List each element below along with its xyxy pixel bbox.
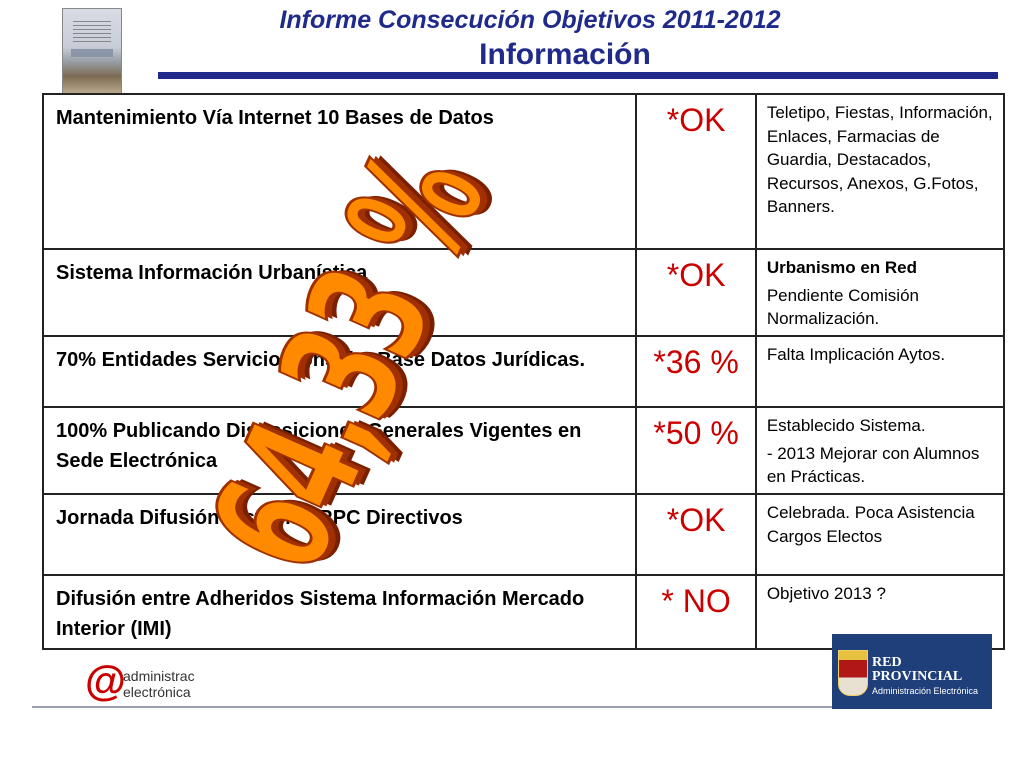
status-text: *OK — [666, 257, 726, 293]
objective-text: Sistema Información Urbanística — [56, 262, 368, 284]
notes-text: Objetivo 2013 ? — [766, 584, 886, 603]
notes-text: Falta Implicación Aytos. — [766, 345, 946, 364]
notes-cell: Falta Implicación Aytos. — [754, 335, 1006, 408]
table-row: Sistema Información Urbanística *OK Urba… — [41, 248, 1006, 337]
notes-text: Pendiente Comisión Normalización. — [766, 285, 919, 329]
title-underline — [158, 72, 998, 79]
notes-text: - 2013 Mejorar con Alumnos en Prácticas. — [766, 443, 980, 487]
report-cover-thumbnail — [62, 8, 122, 94]
table-row: 70% Entidades Servicio Consulta Base Dat… — [41, 335, 1006, 408]
status-text: *36 % — [653, 344, 739, 380]
red-provincial-logo: RED PROVINCIAL Administración Electrónic… — [832, 634, 992, 709]
status-cell: *OK — [635, 493, 757, 576]
status-cell: *36 % — [635, 335, 757, 408]
objective-cell: Mantenimiento Vía Internet 10 Bases de D… — [41, 93, 638, 250]
cover-band — [71, 49, 113, 57]
status-text: *OK — [666, 502, 726, 538]
table-row: 100% Publicando Disposiciones Generales … — [41, 406, 1006, 495]
logo-left-line1: administrac — [123, 668, 195, 684]
page-title: Informe Consecución Objetivos 2011-2012 — [279, 6, 781, 34]
objective-cell: Sistema Información Urbanística — [41, 248, 638, 337]
status-cell: * NO — [635, 574, 757, 650]
footer-divider — [32, 706, 992, 708]
notes-cell: Teletipo, Fiestas, Información, Enlaces,… — [754, 93, 1006, 250]
status-text: * NO — [661, 583, 731, 619]
notes-text: Establecido Sistema. — [766, 416, 926, 435]
logo-right-line1: RED — [872, 655, 902, 670]
status-cell: *OK — [635, 248, 757, 337]
logo-right-line2: PROVINCIAL — [872, 669, 963, 684]
objectives-table: Mantenimiento Vía Internet 10 Bases de D… — [41, 93, 1006, 650]
table-row: Difusión entre Adheridos Sistema Informa… — [41, 574, 1006, 650]
logo-left-line2: electrónica — [123, 684, 191, 700]
notes-cell: Celebrada. Poca Asistencia Cargos Electo… — [754, 493, 1006, 576]
objective-text: 70% Entidades Servicio Consulta Base Dat… — [56, 349, 586, 371]
objective-text: Mantenimiento Vía Internet 10 Bases de D… — [56, 107, 494, 129]
status-cell: *OK — [635, 93, 757, 250]
objective-cell: 100% Publicando Disposiciones Generales … — [41, 406, 638, 495]
coat-of-arms-icon — [838, 650, 868, 696]
notes-cell: Urbanismo en Red Pendiente Comisión Norm… — [754, 248, 1006, 337]
cover-text-lines — [73, 21, 111, 43]
objective-cell: 70% Entidades Servicio Consulta Base Dat… — [41, 335, 638, 408]
page-subtitle: Información — [479, 38, 651, 71]
objective-text: Jornada Difusión Sistemas RPC Directivos — [56, 507, 463, 529]
objective-text: Difusión entre Adheridos Sistema Informa… — [56, 588, 585, 640]
notes-heading: Urbanismo en Red — [766, 258, 918, 277]
notes-text: Teletipo, Fiestas, Información, Enlaces,… — [766, 103, 993, 216]
notes-cell: Establecido Sistema. - 2013 Mejorar con … — [754, 406, 1006, 495]
status-text: *OK — [666, 102, 726, 138]
logo-right-line3: Administración Electrónica — [872, 686, 979, 696]
at-sign-icon: @ — [85, 657, 126, 704]
status-cell: *50 % — [635, 406, 757, 495]
status-text: *50 % — [653, 415, 739, 451]
objective-cell: Jornada Difusión Sistemas RPC Directivos — [41, 493, 638, 576]
notes-text: Celebrada. Poca Asistencia Cargos Electo… — [766, 503, 975, 546]
objective-cell: Difusión entre Adheridos Sistema Informa… — [41, 574, 638, 650]
objective-text: 100% Publicando Disposiciones Generales … — [56, 420, 582, 472]
table-row: Jornada Difusión Sistemas RPC Directivos… — [41, 493, 1006, 576]
table-row: Mantenimiento Vía Internet 10 Bases de D… — [41, 93, 1006, 250]
